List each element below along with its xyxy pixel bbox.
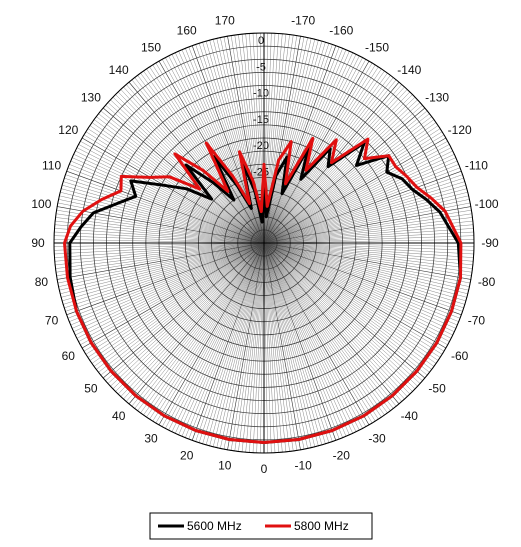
angle-tick-label: -170 [291, 13, 315, 27]
angle-tick-label: 120 [58, 123, 78, 137]
angle-tick-label: -120 [448, 123, 472, 137]
legend: 5600 MHz 5800 MHz [149, 512, 373, 540]
angle-tick-label: -70 [468, 313, 486, 327]
series-line-5800-mhz [63, 136, 463, 444]
angle-tick-label: -160 [329, 24, 353, 38]
angle-tick-label: 160 [177, 24, 197, 38]
angle-tick-label: 10 [218, 459, 232, 473]
angle-tick-label: 170 [215, 13, 235, 27]
angle-tick-label: -60 [451, 349, 469, 363]
angle-tick-label: -150 [365, 40, 389, 54]
angle-tick-label: 130 [81, 91, 101, 105]
legend-label-5800: 5800 MHz [294, 519, 349, 533]
angle-tick-label: -110 [465, 159, 488, 173]
angle-tick-label: 20 [180, 448, 194, 462]
radial-tick-label: 0 [258, 35, 264, 47]
radial-tick-label: -5 [256, 61, 266, 73]
angle-tick-label: 50 [84, 381, 98, 395]
angle-tick-label: 100 [31, 197, 51, 211]
radial-tick-label: -10 [253, 88, 269, 100]
angle-tick-label: -90 [481, 236, 499, 250]
radial-tick-label: -15 [253, 114, 269, 126]
angle-tick-label: -20 [333, 448, 351, 462]
angle-tick-label: 150 [141, 40, 161, 54]
legend-label-5600: 5600 MHz [187, 519, 242, 533]
angle-tick-label: 80 [35, 275, 49, 289]
angle-tick-label: -140 [397, 63, 421, 77]
angle-tick-label: 140 [109, 63, 129, 77]
angle-tick-label: 110 [42, 159, 61, 173]
series-lines [63, 136, 463, 444]
radial-tick-label: -25 [253, 166, 269, 178]
angle-tick-label: 30 [144, 432, 158, 446]
angle-tick-label: -50 [428, 381, 446, 395]
legend-box [149, 512, 373, 540]
angle-tick-label: -80 [478, 275, 496, 289]
angle-tick-label: -30 [368, 432, 386, 446]
angle-tick-label: 0 [261, 462, 268, 476]
angle-tick-label: 40 [112, 409, 126, 423]
angle-tick-label: -40 [401, 409, 419, 423]
angle-tick-label: 60 [62, 349, 76, 363]
radial-tick-label: -20 [253, 140, 269, 152]
angle-tick-label: -10 [295, 459, 313, 473]
angle-tick-label: -130 [425, 91, 449, 105]
polar-grid [53, 32, 475, 454]
angle-tick-label: -100 [475, 197, 499, 211]
angle-tick-label: 70 [45, 313, 59, 327]
angle-tick-labels: 0 10 20 30 40 50 60 70 80 90 100 110 120 130 140 150 160… [31, 13, 499, 476]
angle-tick-label: 90 [31, 236, 45, 250]
